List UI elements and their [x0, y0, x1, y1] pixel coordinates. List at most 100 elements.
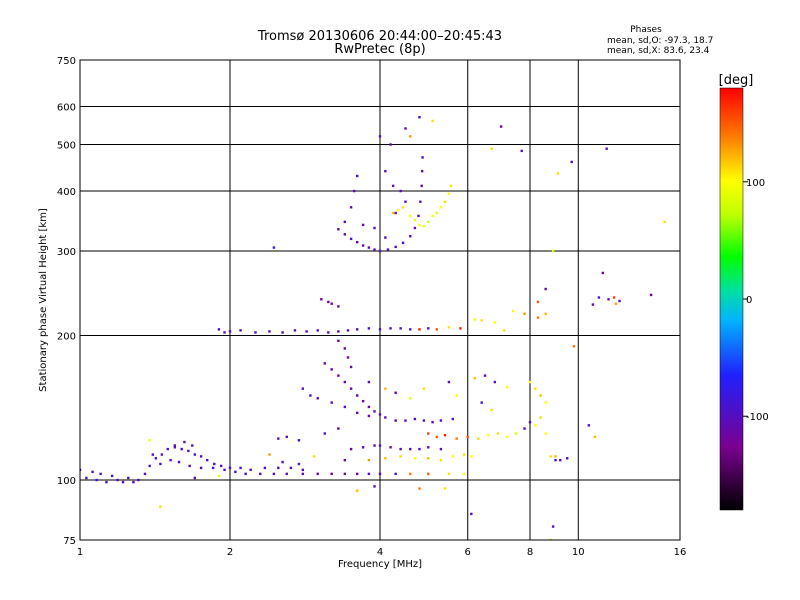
data-point: [384, 169, 387, 173]
x-tick-label: 2: [227, 547, 233, 558]
data-point: [305, 330, 308, 333]
x-tick-label: 6: [465, 547, 471, 558]
data-point: [312, 455, 316, 458]
data-point: [378, 328, 382, 331]
data-point: [378, 413, 382, 416]
data-point: [427, 327, 430, 330]
data-point: [493, 321, 497, 324]
data-point: [367, 327, 371, 330]
y-tick-label: 100: [57, 476, 76, 487]
data-point: [272, 472, 276, 476]
data-point: [337, 339, 340, 343]
data-point: [367, 380, 371, 384]
data-point: [199, 455, 203, 458]
data-point: [556, 172, 560, 175]
data-point: [413, 417, 417, 421]
data-point: [534, 387, 537, 390]
data-point: [431, 119, 434, 123]
data-point: [439, 458, 443, 462]
data-point: [254, 331, 257, 334]
data-point: [151, 453, 155, 456]
data-point: [343, 405, 347, 409]
data-point: [597, 296, 601, 299]
data-point: [177, 460, 181, 464]
data-point: [330, 368, 333, 371]
data-point: [285, 472, 288, 476]
data-point: [343, 380, 347, 384]
data-point: [239, 329, 242, 332]
data-point: [281, 460, 284, 464]
data-point: [391, 211, 395, 215]
data-point: [462, 472, 466, 476]
data-point: [213, 462, 216, 466]
data-point: [439, 447, 443, 451]
data-point: [187, 449, 190, 453]
data-point: [447, 472, 451, 476]
data-point: [431, 420, 434, 424]
data-point: [523, 312, 526, 315]
data-point: [148, 439, 151, 442]
colorbar: [deg] 100 0 -100: [719, 73, 769, 511]
data-point: [193, 453, 197, 456]
data-point: [496, 432, 500, 435]
data-point: [490, 408, 493, 412]
colorbar-tick-label: 100: [746, 178, 765, 189]
data-point: [116, 478, 119, 482]
data-point: [435, 328, 438, 331]
data-point: [559, 458, 562, 462]
data-point: [394, 245, 397, 249]
data-point: [346, 329, 350, 332]
data-point: [443, 200, 447, 203]
data-point: [337, 305, 340, 308]
data-point: [301, 468, 305, 472]
data-point: [544, 312, 547, 315]
y-tick-label: 75: [63, 536, 76, 547]
data-point: [355, 394, 359, 397]
data-point: [378, 135, 382, 138]
data-point: [418, 223, 421, 227]
data-point: [95, 478, 98, 482]
data-point: [539, 416, 542, 419]
data-point: [439, 206, 443, 209]
data-point: [523, 427, 526, 430]
data-point: [422, 419, 426, 422]
data-point: [447, 192, 451, 195]
data-point: [451, 417, 455, 421]
data-point: [614, 302, 618, 305]
data-point: [183, 440, 186, 444]
data-point: [505, 386, 509, 389]
x-axis-ticks: 1 2 4 6 8 10 16: [77, 547, 687, 558]
data-point: [337, 330, 340, 333]
phases-line-x: mean, sd,X: 83.6, 23.4: [607, 46, 710, 56]
data-point: [199, 466, 203, 470]
data-point: [536, 316, 540, 319]
data-point: [421, 156, 424, 159]
data-point: [466, 435, 469, 439]
data-point: [132, 480, 135, 484]
data-point: [277, 466, 280, 470]
data-point: [349, 447, 353, 451]
data-point: [301, 472, 305, 476]
data-point: [462, 453, 466, 456]
data-point: [343, 472, 347, 476]
data-point: [435, 211, 438, 215]
data-point: [160, 453, 164, 456]
data-point: [219, 464, 223, 468]
data-point: [435, 435, 438, 439]
data-point: [355, 411, 359, 415]
data-point: [367, 472, 371, 476]
data-point: [419, 200, 422, 203]
data-point: [480, 319, 483, 322]
data-point: [413, 226, 417, 230]
data-point: [91, 470, 94, 474]
data-point: [409, 214, 412, 218]
data-point: [601, 271, 605, 275]
data-point: [612, 296, 616, 299]
data-point: [591, 303, 595, 306]
data-point: [205, 458, 209, 462]
data-point: [301, 387, 305, 390]
data-point: [394, 472, 397, 476]
data-point: [413, 218, 417, 222]
data-point: [293, 329, 297, 332]
x-tick-label: 8: [527, 547, 533, 558]
